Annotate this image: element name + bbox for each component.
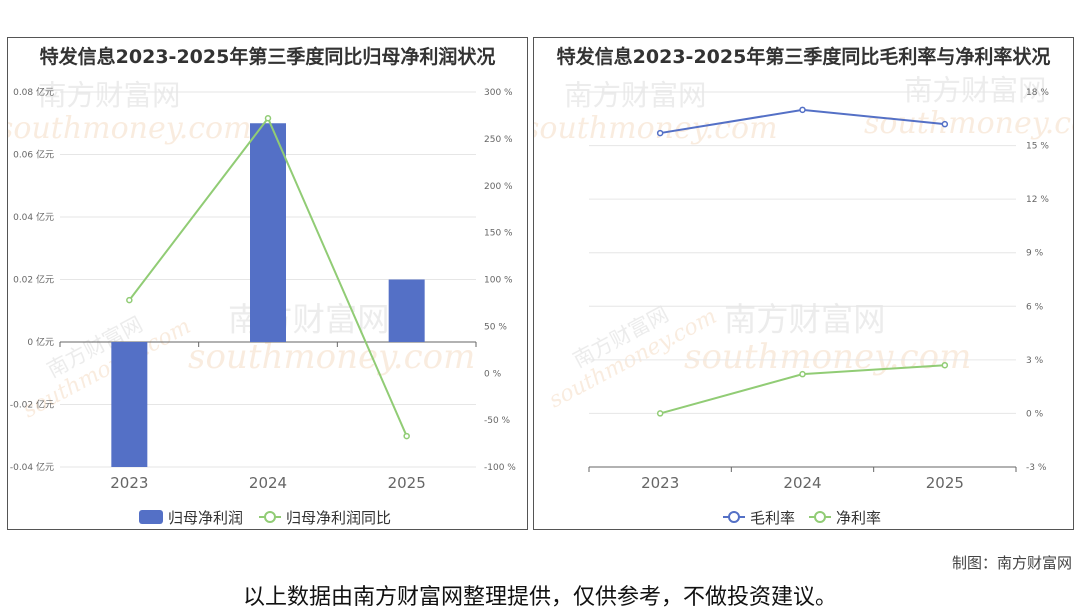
bar-2024 — [250, 123, 286, 342]
y-left-tick-label: 0.08 亿元 — [13, 86, 54, 98]
watermark-en-0: southmoney.com — [8, 111, 252, 146]
chart-left-canvas: southmoney.com南方财富网southmoney.com南方财富网so… — [8, 79, 516, 527]
watermark-en-2: southmoney.com — [864, 106, 1074, 141]
y-right-tick-label: 50 % — [484, 322, 507, 332]
legend-line-label: 归母净利润同比 — [286, 509, 391, 527]
legend-gross-label: 毛利率 — [750, 509, 795, 527]
y-left-tick-label: 0 亿元 — [27, 336, 54, 348]
y-left-tick-label: 0.02 亿元 — [13, 274, 54, 286]
y-right-tick-label: 15 % — [1026, 142, 1049, 152]
line-point-1-2024 — [799, 370, 806, 378]
y-right-tick-label: 200 % — [484, 182, 513, 192]
y-right-tick-label: 3 % — [1026, 356, 1044, 366]
legend-net-label: 净利率 — [836, 509, 881, 527]
legend-bar-swatch — [139, 510, 163, 524]
y-right-tick-label: 0 % — [484, 369, 502, 379]
y-left-tick-label: 0.04 亿元 — [13, 211, 54, 223]
y-left-tick-label: -0.04 亿元 — [10, 461, 54, 473]
legend-net-marker — [814, 511, 826, 523]
bar-2025 — [388, 279, 425, 342]
line-point-1-2023 — [656, 410, 664, 417]
watermark-cn-2: 南方财富网 — [904, 74, 1047, 107]
watermark-cn-0: 南方财富网 — [38, 79, 181, 112]
bar-2023 — [111, 342, 148, 467]
y-left-tick-label: -0.02 亿元 — [10, 399, 54, 411]
chart-panel-right: southmoney.com 南方财富网 southmoney.com 南方财富网 so… — [533, 37, 1074, 530]
chart-right-title: 特发信息2023-2025年第三季度同比毛利率与净利率状况 — [556, 46, 1051, 68]
y-right-tick-label: 12 % — [1026, 195, 1049, 205]
y-right-tick-label: 9 % — [1026, 249, 1044, 259]
legend-line-marker — [264, 511, 276, 523]
y-right-tick-label: 300 % — [484, 88, 513, 98]
watermark-cn-0: 南方财富网 — [564, 79, 707, 112]
watermark-en-1: southmoney.com — [684, 337, 971, 377]
chart-right-canvas: southmoney.com南方财富网southmoney.com南方财富网so… — [534, 74, 1074, 527]
watermark-en-0: southmoney.com — [534, 111, 778, 146]
line-point-1-2025 — [941, 361, 949, 369]
x-tick-label: 2024 — [249, 474, 287, 492]
y-right-tick-label: 250 % — [484, 135, 513, 145]
watermark-cn-1: 南方财富网 — [724, 301, 886, 339]
x-tick-label: 2023 — [641, 474, 679, 492]
chart-panel-left: southmoney.com 南方财富网 southmoney.com 南方财富网 so… — [7, 37, 528, 530]
y-right-tick-label: -50 % — [484, 416, 511, 426]
x-tick-label: 2025 — [926, 474, 964, 492]
y-right-tick-label: 0 % — [1026, 409, 1044, 419]
line-point-2024 — [264, 115, 272, 122]
watermark-en-1: southmoney.com — [188, 337, 475, 377]
y-left-tick-label: 0.06 亿元 — [13, 149, 54, 161]
legend-bar-label: 归母净利润 — [168, 509, 243, 527]
line-point-0-2024 — [799, 106, 806, 114]
y-right-tick-label: -3 % — [1026, 463, 1047, 473]
legend-gross-marker — [728, 511, 740, 523]
y-right-tick-label: 150 % — [484, 229, 513, 239]
line-point-2023 — [126, 296, 133, 304]
x-tick-label: 2025 — [388, 474, 426, 492]
line-point-0-2025 — [941, 120, 949, 128]
y-right-tick-label: 18 % — [1026, 88, 1049, 98]
chart-credit: 制图：南方财富网 — [951, 554, 1072, 572]
x-tick-label: 2023 — [110, 474, 148, 492]
line-point-2025 — [403, 432, 410, 440]
y-right-tick-label: 100 % — [484, 276, 513, 286]
x-tick-label: 2024 — [783, 474, 821, 492]
disclaimer: 以上数据由南方财富网整理提供，仅供参考，不做投资建议。 — [242, 585, 837, 610]
y-right-tick-label: 6 % — [1026, 302, 1044, 312]
chart-left-title: 特发信息2023-2025年第三季度同比归母净利润状况 — [39, 46, 496, 68]
line-point-0-2023 — [656, 129, 664, 137]
y-right-tick-label: -100 % — [484, 463, 516, 473]
